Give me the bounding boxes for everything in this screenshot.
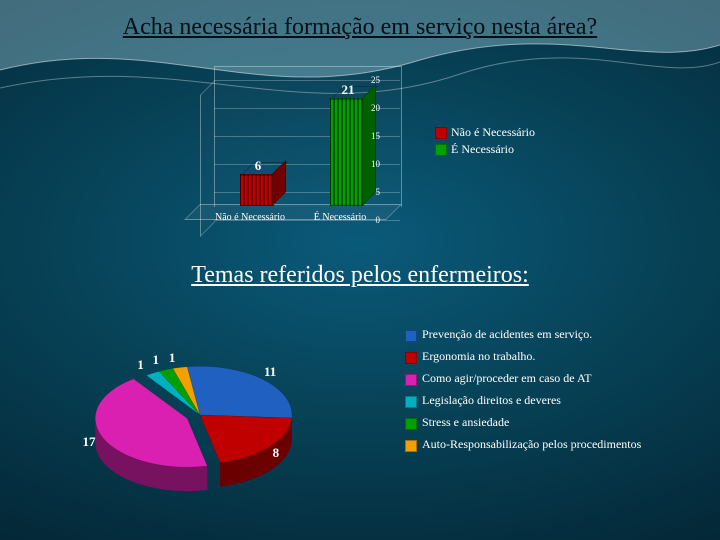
y-tick-label: 5 [350, 187, 380, 197]
pie-value-label: 8 [273, 445, 280, 461]
legend-item: Legislação direitos e deveres [405, 394, 641, 408]
legend-item: Ergonomia no trabalho. [405, 350, 641, 364]
y-tick-label: 15 [350, 131, 380, 141]
pie-slice [187, 366, 292, 418]
category-label: É Necessário [295, 212, 385, 223]
slide: Acha necessária formação em serviço nest… [0, 0, 720, 540]
bar-value-label: 6 [238, 158, 278, 174]
legend-item: Auto-Responsabilização pelos procediment… [405, 438, 641, 452]
page-title: Acha necessária formação em serviço nest… [0, 14, 720, 41]
legend-item: Prevenção de acidentes em serviço. [405, 328, 641, 342]
bar-value-label: 21 [328, 82, 368, 98]
pie-chart: 11817111 [90, 320, 320, 520]
legend-item: Stress e ansiedade [405, 416, 641, 430]
pie-value-label: 17 [83, 434, 96, 450]
pie-value-label: 11 [264, 364, 276, 380]
legend-item: Não é Necessário [435, 125, 535, 140]
pie-value-label: 1 [137, 357, 144, 373]
y-tick-label: 20 [350, 103, 380, 113]
pie-value-label: 1 [153, 352, 160, 368]
bar-chart-legend: Não é Necessário É Necessário [435, 123, 535, 159]
pie-value-label: 1 [169, 350, 176, 366]
y-tick-label: 10 [350, 159, 380, 169]
section-title: Temas referidos pelos enfermeiros: [0, 262, 720, 289]
category-label: Não é Necessário [205, 212, 295, 223]
bar-chart: Não é NecessárioÉ Necessário 05101520256… [130, 68, 590, 258]
bar-chart-axes [200, 80, 400, 220]
pie-chart-legend: Prevenção de acidentes em serviço. Ergono… [405, 320, 641, 460]
legend-item: Como agir/proceder em caso de AT [405, 372, 641, 386]
legend-item: É Necessário [435, 142, 535, 157]
